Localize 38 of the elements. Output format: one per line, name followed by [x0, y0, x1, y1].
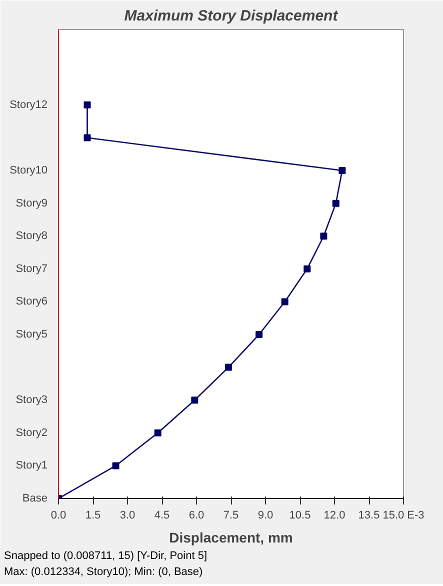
point: [191, 396, 198, 404]
x-tick-label: 4.5: [154, 510, 170, 522]
x-tick-label: 9.0: [258, 510, 274, 522]
x-tick-label: 1.5: [85, 510, 101, 522]
x-tick-label: 3.0: [120, 510, 136, 522]
point: [256, 331, 263, 338]
point: [84, 101, 91, 108]
point: [224, 364, 232, 371]
y-tick-label: Story6: [16, 296, 48, 308]
x-tick-label: 12.0: [324, 510, 346, 522]
text: Snapped to (0.008711, 15) [Y-Dir, Point 5]: [4, 550, 208, 562]
point: [281, 298, 288, 306]
x-tick-label: 0.0: [50, 510, 66, 522]
point: [84, 134, 91, 142]
y-tick-label: Story12: [10, 98, 48, 111]
y-tick-label: Base: [22, 492, 48, 504]
y-tick-label: Story10: [10, 164, 48, 177]
y-tick-label: Story1: [16, 460, 48, 472]
x-axis-title: Displacement, mm: [169, 530, 293, 546]
y-tick-label: Story9: [16, 197, 48, 210]
point: [338, 167, 346, 174]
point: [154, 429, 162, 436]
y-tick-label: Story8: [16, 230, 48, 242]
y-tick-label: Story3: [16, 394, 48, 406]
x-tick-label: 7.5: [223, 510, 239, 522]
point: [320, 232, 328, 240]
y-tick-label: Story7: [16, 262, 48, 275]
y-tick-label: Story2: [16, 426, 48, 439]
x-tick-label: 6.0: [188, 510, 204, 522]
x-tick-label: 15.0 E-3: [382, 510, 424, 522]
point: [112, 462, 120, 470]
text: Max: (0.012334, Story10); Min: (0, Base): [4, 566, 203, 578]
y-tick-label: Story5: [16, 328, 48, 341]
x-tick-label: 10.5: [289, 510, 311, 522]
x-tick-label: 13.5: [358, 510, 380, 522]
point: [304, 265, 311, 272]
point: [332, 200, 340, 207]
chart-title: Maximum Story Displacement: [124, 8, 339, 24]
